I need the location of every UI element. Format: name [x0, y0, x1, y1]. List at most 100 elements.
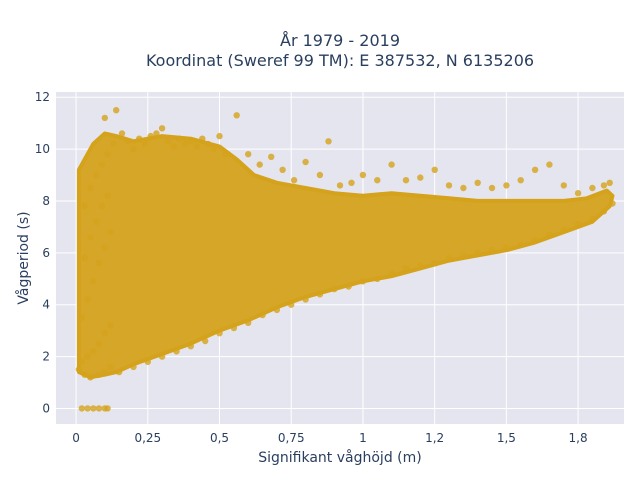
x-tick-label: 1 [359, 431, 367, 445]
data-point [118, 130, 126, 137]
data-point [336, 182, 344, 189]
y-tick-label: 8 [42, 194, 50, 208]
data-point [560, 182, 567, 189]
data-point [147, 132, 154, 140]
data-point [290, 177, 298, 184]
data-point [488, 247, 496, 254]
data-point [431, 260, 438, 267]
data-point [202, 337, 209, 345]
data-point [388, 270, 395, 277]
data-point [187, 343, 194, 350]
y-tick-label: 10 [35, 142, 50, 156]
data-point [233, 112, 240, 119]
data-point [110, 140, 117, 148]
data-point [488, 184, 496, 192]
data-point [78, 358, 86, 365]
data-point [417, 174, 424, 181]
data-point [204, 140, 212, 148]
density-fill-layer [76, 131, 615, 380]
data-point [302, 296, 309, 303]
data-point [95, 371, 103, 378]
data-point [546, 231, 553, 238]
data-point [101, 114, 109, 122]
data-point [130, 145, 137, 153]
data-point [517, 177, 524, 184]
data-point [81, 371, 88, 378]
data-point [107, 322, 114, 329]
x-tick-label: 1,5 [497, 431, 516, 445]
data-point [115, 368, 123, 376]
data-point [600, 208, 608, 215]
data-point [348, 179, 355, 186]
data-point [84, 353, 91, 360]
y-tick-labels: 0 2 4 6 8 10 12 [35, 90, 50, 415]
data-point [609, 200, 616, 207]
data-points [75, 107, 616, 412]
y-tick-label: 4 [42, 298, 50, 312]
data-point [268, 153, 275, 160]
data-point [589, 184, 596, 192]
data-point [84, 296, 91, 303]
data-point [164, 138, 172, 145]
data-point [331, 285, 338, 293]
data-point [503, 182, 510, 189]
data-point [359, 171, 367, 179]
data-point [193, 143, 200, 150]
data-point [84, 405, 91, 412]
data-point [130, 363, 137, 371]
data-point [273, 306, 281, 314]
data-point [474, 179, 481, 186]
data-point [104, 192, 111, 199]
x-tick-label: 0 [72, 431, 80, 445]
data-point [574, 190, 582, 197]
data-point [503, 244, 510, 251]
data-point [210, 145, 217, 153]
data-point [374, 275, 381, 282]
y-tick-label: 12 [35, 90, 50, 104]
data-point [124, 138, 131, 145]
y-tick-label: 6 [42, 246, 50, 260]
data-point [316, 291, 324, 298]
chart-title-line-1: År 1979 - 2019 [280, 31, 400, 50]
data-point [279, 166, 286, 173]
data-point [256, 161, 263, 168]
data-point [101, 244, 109, 251]
data-point [170, 143, 177, 150]
data-point [199, 135, 206, 142]
data-point [417, 262, 424, 269]
data-point [222, 151, 229, 158]
data-point [531, 236, 539, 243]
data-point [81, 254, 88, 262]
data-point [259, 311, 266, 319]
data-point [95, 340, 103, 347]
point-cloud-area [76, 131, 615, 380]
data-point [104, 151, 111, 158]
data-point [431, 166, 438, 173]
y-axis-title: Vågperiod (s) [15, 211, 32, 304]
data-point [600, 182, 608, 189]
data-point [546, 161, 553, 168]
data-point [141, 140, 149, 148]
data-point [325, 138, 332, 145]
x-tick-label: 0,75 [278, 431, 305, 445]
data-point [101, 368, 109, 376]
data-point [78, 314, 86, 321]
data-point [517, 241, 524, 249]
data-point [75, 366, 83, 373]
data-point [98, 161, 106, 168]
x-tick-label: 1,2 [425, 431, 444, 445]
data-point [388, 161, 395, 168]
data-point [81, 202, 88, 210]
data-point [474, 249, 481, 256]
data-point [158, 125, 166, 132]
data-point [144, 358, 151, 365]
data-point [113, 107, 120, 114]
data-point [460, 184, 467, 192]
data-point [359, 278, 367, 285]
data-point [574, 221, 582, 228]
data-point [606, 179, 613, 186]
data-point [95, 260, 103, 267]
data-point [153, 130, 160, 137]
data-point [230, 324, 238, 332]
